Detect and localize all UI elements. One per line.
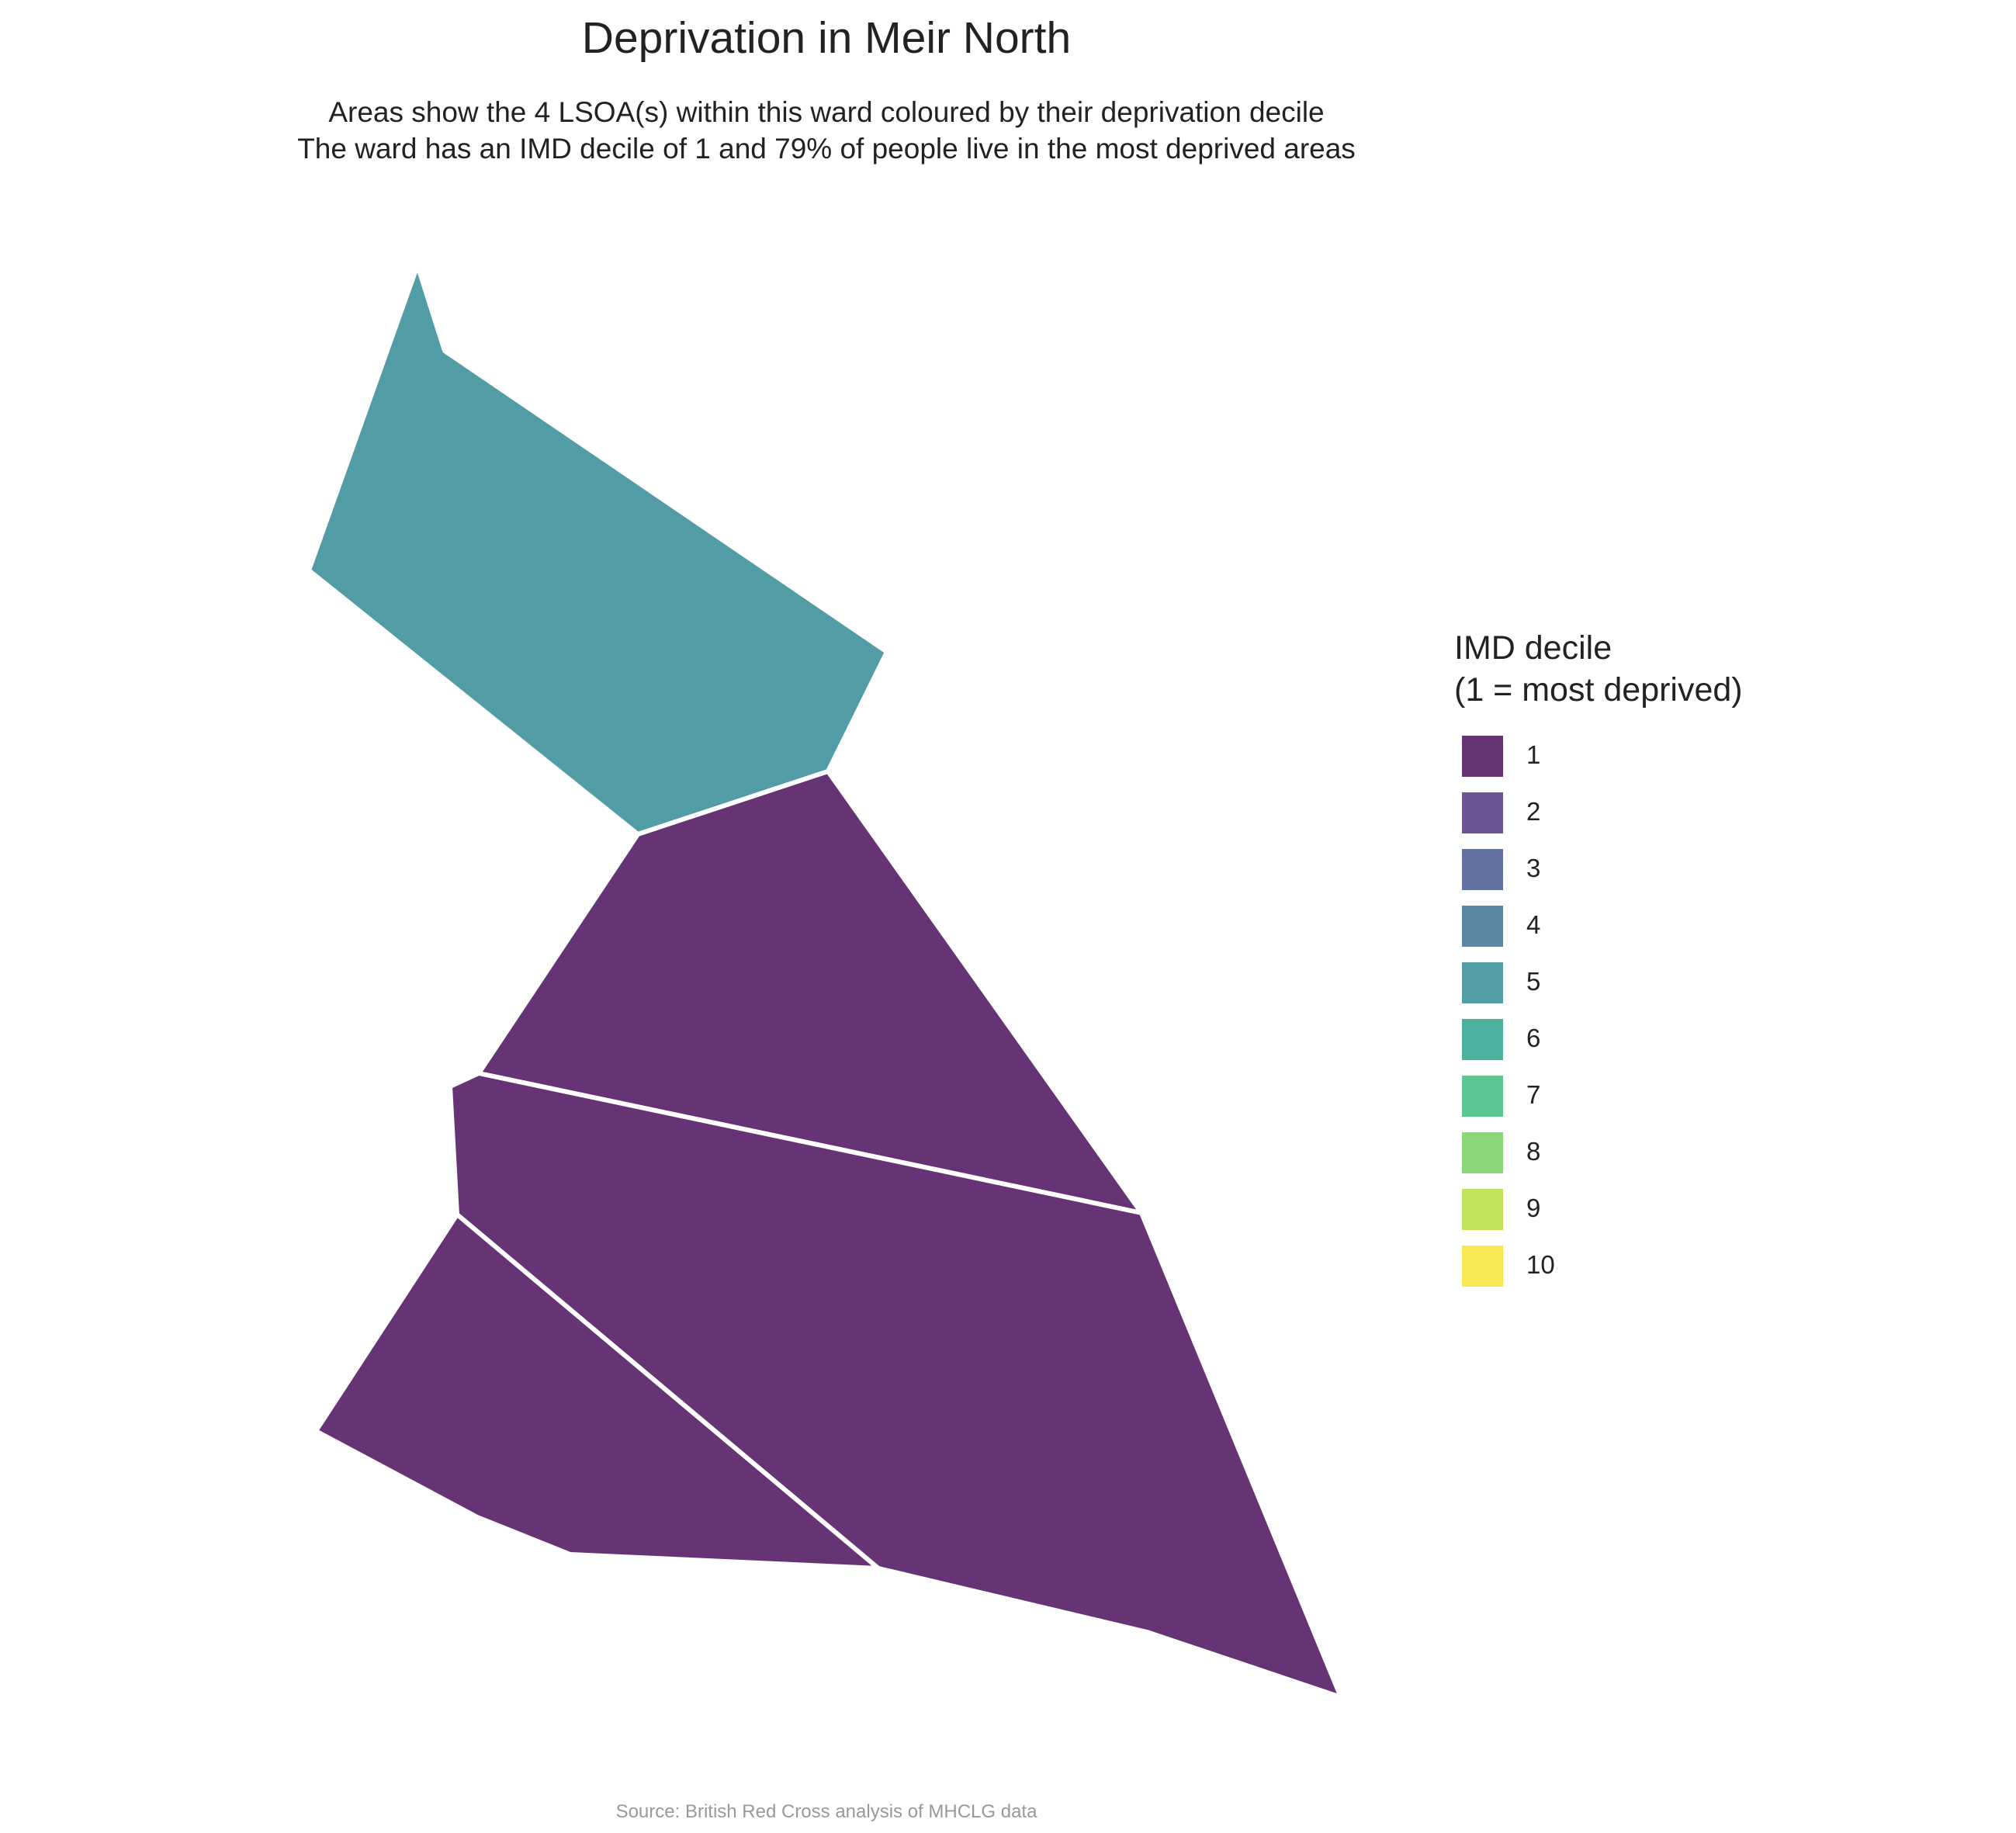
legend-swatch	[1462, 1132, 1503, 1173]
legend-swatch	[1462, 1189, 1503, 1230]
legend-item-1: 1	[1454, 731, 1743, 788]
legend-swatch	[1462, 849, 1503, 890]
legend-label: 8	[1526, 1137, 1541, 1166]
legend-swatch	[1462, 1019, 1503, 1060]
legend-label: 5	[1526, 967, 1541, 996]
legend-label: 10	[1526, 1250, 1555, 1279]
legend-item-7: 7	[1454, 1071, 1743, 1128]
lsoa-north-region	[307, 263, 889, 837]
source-caption: Source: British Red Cross analysis of MH…	[615, 1801, 1037, 1822]
legend-label: 6	[1526, 1024, 1541, 1052]
legend-swatch	[1462, 736, 1503, 777]
legend-item-6: 6	[1454, 1014, 1743, 1071]
chart-title: Deprivation in Meir North	[581, 13, 1072, 63]
legend-item-3: 3	[1454, 844, 1743, 901]
legend-label: 1	[1526, 740, 1541, 769]
legend-items: 1 2 3 4 5 6 7 8 9 10	[1454, 731, 1743, 1298]
lsoa-southwest-region	[313, 1212, 881, 1571]
legend-title-line2: (1 = most deprived)	[1454, 671, 1743, 709]
legend-swatch	[1462, 962, 1503, 1003]
legend-label: 9	[1526, 1194, 1541, 1222]
legend-label: 2	[1526, 797, 1541, 826]
lsoa-southeast-region	[448, 1071, 1343, 1700]
legend-swatch	[1462, 1076, 1503, 1117]
legend-swatch	[1462, 906, 1503, 947]
legend-item-5: 5	[1454, 958, 1743, 1014]
legend-item-2: 2	[1454, 788, 1743, 844]
legend-swatch	[1462, 792, 1503, 833]
legend-item-10: 10	[1454, 1241, 1743, 1298]
chart-subtitle-line2: The ward has an IMD decile of 1 and 79% …	[297, 133, 1356, 165]
legend-swatch	[1462, 1246, 1503, 1287]
legend-item-8: 8	[1454, 1128, 1743, 1184]
legend-label: 3	[1526, 854, 1541, 882]
legend: IMD decile (1 = most deprived) 1 2 3 4 5 6 7 8 9…	[1454, 627, 1743, 1298]
legend-item-9: 9	[1454, 1184, 1743, 1241]
legend-label: 4	[1526, 910, 1541, 939]
legend-label: 7	[1526, 1080, 1541, 1109]
chart-subtitle-line1: Areas show the 4 LSOA(s) within this war…	[328, 96, 1325, 128]
legend-title: IMD decile (1 = most deprived)	[1454, 627, 1743, 711]
legend-title-line1: IMD decile	[1454, 629, 1612, 667]
legend-item-4: 4	[1454, 901, 1743, 958]
